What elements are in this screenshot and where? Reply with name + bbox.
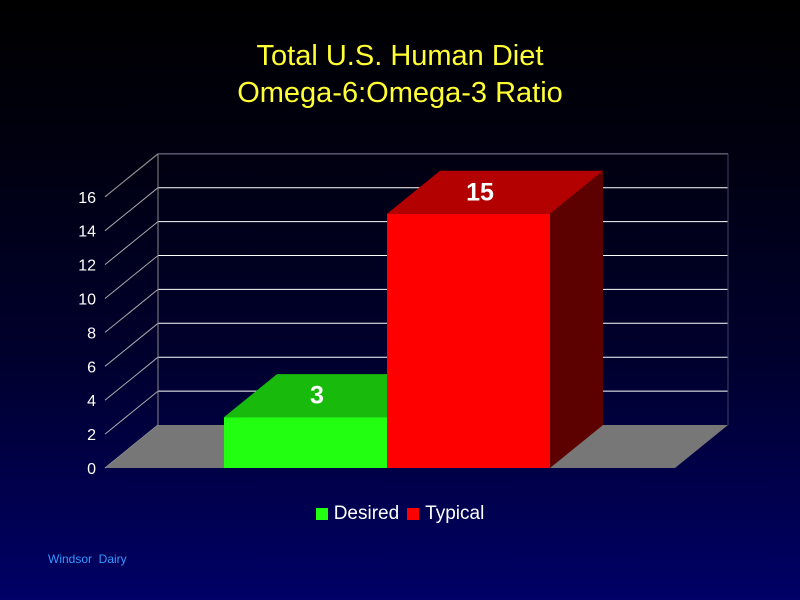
bar-desired xyxy=(224,417,387,468)
footer-brand: Windsor Dairy xyxy=(48,552,127,566)
bar-typical xyxy=(387,213,550,468)
y-tick-label: 8 xyxy=(87,325,96,342)
chart-legend: Desired Typical xyxy=(0,503,800,525)
title-line-1: Total U.S. Human Diet xyxy=(256,40,544,72)
title-line-2: Omega-6:Omega-3 Ratio xyxy=(237,77,563,109)
y-tick-label: 2 xyxy=(87,427,96,444)
data-label-typical: 15 xyxy=(466,178,494,206)
side-wall-line xyxy=(104,221,159,265)
bar-side-typical xyxy=(550,170,603,468)
y-tick-label: 12 xyxy=(78,258,96,275)
y-tick-label: 14 xyxy=(78,224,96,241)
legend-label-desired: Desired xyxy=(333,503,400,524)
legend-swatch-desired xyxy=(315,508,328,520)
side-wall-line xyxy=(104,322,159,367)
side-wall-line xyxy=(104,255,159,299)
legend-label-typical: Typical xyxy=(425,503,485,524)
side-wall-line xyxy=(104,289,159,333)
legend-item-desired: Desired xyxy=(315,503,400,525)
legend-swatch-typical xyxy=(407,508,420,520)
data-label-desired: 3 xyxy=(310,382,324,410)
y-tick-label: 10 xyxy=(78,292,96,309)
y-tick-label: 4 xyxy=(87,393,96,410)
side-wall-line xyxy=(104,187,159,232)
y-tick-label: 0 xyxy=(87,461,96,478)
side-wall-line xyxy=(104,390,159,435)
legend-item-typical: Typical xyxy=(407,503,484,525)
chart-title: Total U.S. Human Diet Omega-6:Omega-3 Ra… xyxy=(0,38,800,112)
y-tick-label: 16 xyxy=(78,190,96,207)
side-wall-line xyxy=(104,356,159,401)
side-wall-top-edge xyxy=(104,153,159,198)
bar-top-typical xyxy=(387,170,603,214)
bar-top-desired xyxy=(224,374,440,418)
y-tick-label: 6 xyxy=(87,359,96,376)
